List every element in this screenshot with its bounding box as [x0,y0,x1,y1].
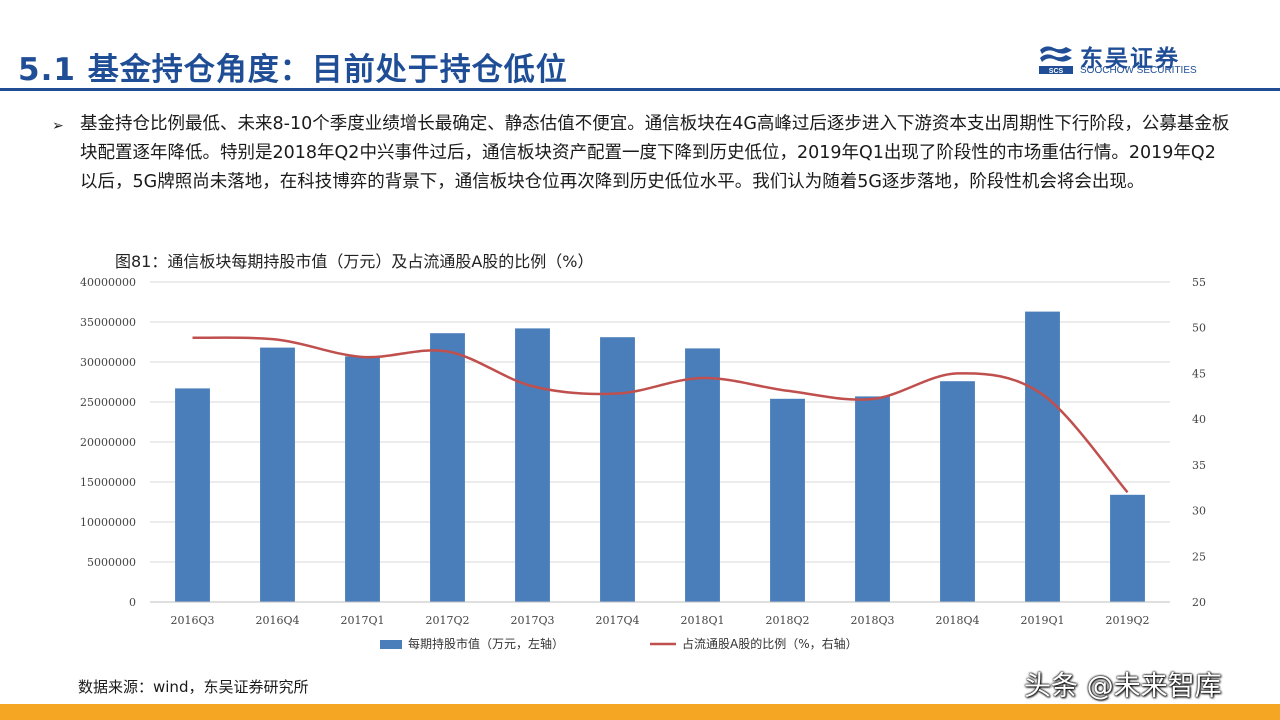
bar-2017Q1 [345,356,380,602]
chart-gridlines [150,281,1170,603]
chart-bars [175,311,1145,602]
bar-2018Q4 [940,381,975,602]
chart-line [192,336,1129,494]
bar-2018Q1 [685,348,720,602]
bar-2017Q3 [515,328,550,602]
bullet-arrow-icon: ➢ [52,118,64,134]
soochow-securities-logo: SCS 东吴证券 SOOCHOW SECURITIES [1036,42,1226,78]
x-tick-label: 2017Q2 [425,614,469,627]
summary-paragraph: 基金持仓比例最低、未来8-10个季度业绩增长最确定、静态估值不便宜。通信板块在4… [80,114,1230,192]
x-tick-label: 2017Q4 [595,614,639,627]
bar-2016Q3 [175,388,210,602]
legend-bar-label: 每期持股市值（万元，左轴） [408,636,564,651]
x-tick-label: 2018Q4 [935,614,979,627]
bar-2018Q2 [770,398,805,602]
y-left-tick-label: 15000000 [80,476,136,489]
bar-2016Q4 [260,347,295,602]
page-title: 5.1 基金持仓角度：目前处于持仓低位 [18,52,568,88]
bar-2018Q3 [855,396,890,602]
data-source: 数据来源：wind，东吴证券研究所 [78,678,309,696]
x-tick-label: 2016Q4 [255,614,299,627]
ratio-line [192,336,1129,494]
y-right-tick-label: 55 [1192,276,1206,289]
holdings-chart: 0 5000000 10000000 15000000 20000000 25000000… [80,276,1206,651]
y-left-tick-label: 5000000 [87,556,136,569]
y-left-tick-label: 0 [129,596,136,609]
y-right-tick-label: 45 [1192,367,1206,380]
svg-text:SCS: SCS [1049,68,1064,75]
legend-bar-swatch [380,640,402,649]
bar-2019Q2 [1110,494,1145,602]
y-right-tick-label: 30 [1192,505,1206,518]
chart-legend: 每期持股市值（万元，左轴） 占流通股A股的比例（%，右轴） [380,636,858,651]
y-right-tick-label: 50 [1192,322,1206,335]
bottom-accent-bar [0,704,1280,720]
figure-title: 图81：通信板块每期持股市值（万元）及占流通股A股的比例（%） [115,252,594,271]
watermark: 头条 @未来智库 [1024,671,1222,702]
logo-english-name: SOOCHOW SECURITIES [1080,65,1197,76]
y-right-tick-label: 40 [1192,413,1206,426]
y-right-tick-label: 20 [1192,596,1206,609]
scs-logo-icon: SCS [1039,46,1073,75]
bar-2019Q1 [1025,311,1060,602]
x-tick-label: 2018Q3 [850,614,894,627]
x-tick-label: 2017Q1 [340,614,384,627]
y-right-tick-label: 35 [1192,459,1206,472]
legend-line-label: 占流通股A股的比例（%，右轴） [682,636,858,651]
chart-axes: 0 5000000 10000000 15000000 20000000 25000000… [80,276,1206,627]
bar-2017Q4 [600,337,635,602]
x-tick-label: 2019Q2 [1105,614,1149,627]
y-left-tick-label: 20000000 [80,436,136,449]
y-left-tick-label: 25000000 [80,396,136,409]
y-left-tick-label: 30000000 [80,356,136,369]
y-left-tick-label: 35000000 [80,316,136,329]
y-left-tick-label: 10000000 [80,516,136,529]
x-tick-label: 2018Q1 [680,614,724,627]
x-tick-label: 2019Q1 [1020,614,1064,627]
bar-2017Q2 [430,333,465,602]
y-left-tick-label: 40000000 [80,276,136,289]
logo-chinese-name: 东吴证券 [1080,46,1180,72]
title-divider [0,88,1280,91]
y-right-tick-label: 25 [1192,550,1206,563]
x-tick-label: 2017Q3 [510,614,554,627]
x-tick-label: 2018Q2 [765,614,809,627]
x-tick-label: 2016Q3 [170,614,214,627]
